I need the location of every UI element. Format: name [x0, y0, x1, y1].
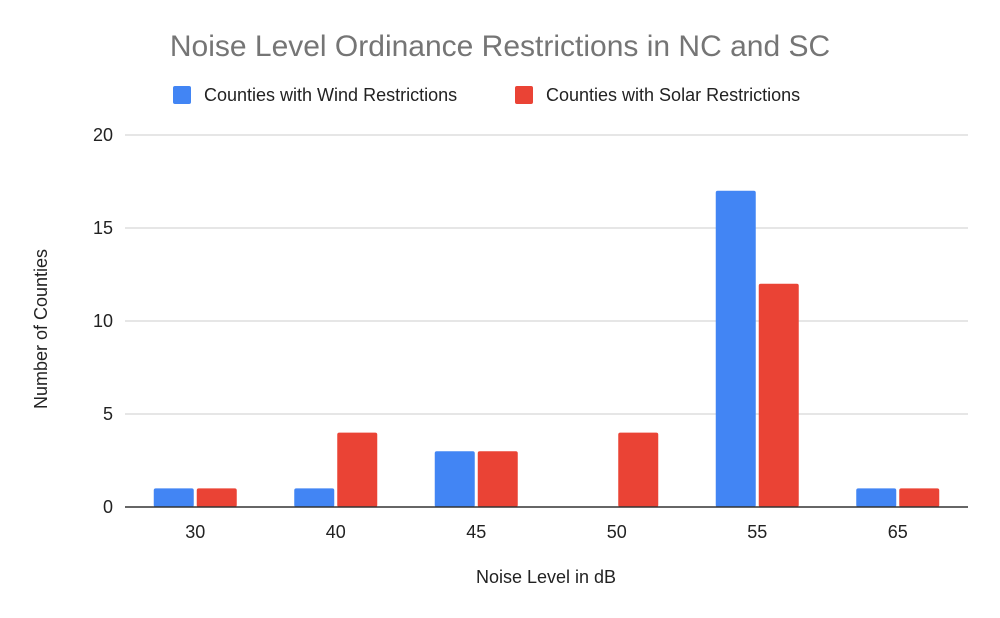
legend-item-wind: Counties with Wind Restrictions — [173, 85, 457, 105]
legend: Counties with Wind Restrictions Counties… — [173, 85, 800, 105]
bar-solar-50 — [618, 432, 659, 507]
bar-wind-65 — [856, 488, 897, 507]
bar-solar-55 — [758, 283, 799, 507]
chart-title: Noise Level Ordinance Restrictions in NC… — [170, 30, 830, 63]
bars — [153, 190, 940, 508]
y-tick-label: 20 — [93, 125, 113, 145]
legend-label-wind: Counties with Wind Restrictions — [204, 85, 457, 105]
x-tick-label: 55 — [747, 522, 767, 542]
legend-swatch-solar — [515, 86, 533, 104]
x-axis-ticks: 30 40 45 50 55 65 — [185, 522, 908, 542]
x-tick-label: 65 — [888, 522, 908, 542]
y-tick-label: 15 — [93, 218, 113, 238]
bar-wind-45 — [434, 451, 475, 507]
x-tick-label: 30 — [185, 522, 205, 542]
x-tick-label: 45 — [466, 522, 486, 542]
x-tick-label: 50 — [607, 522, 627, 542]
y-axis-ticks: 0 5 10 15 20 — [93, 125, 113, 517]
y-tick-label: 10 — [93, 311, 113, 331]
x-tick-label: 40 — [326, 522, 346, 542]
y-tick-label: 5 — [103, 404, 113, 424]
bar-wind-55 — [715, 190, 756, 508]
legend-label-solar: Counties with Solar Restrictions — [546, 85, 800, 105]
gridlines — [125, 134, 968, 415]
bar-wind-30 — [153, 488, 194, 507]
bar-solar-65 — [899, 488, 940, 507]
legend-item-solar: Counties with Solar Restrictions — [515, 85, 800, 105]
bar-wind-40 — [294, 488, 335, 507]
bar-solar-40 — [337, 432, 378, 507]
bar-solar-45 — [477, 451, 518, 507]
y-tick-label: 0 — [103, 497, 113, 517]
x-axis-title: Noise Level in dB — [476, 567, 616, 587]
legend-swatch-wind — [173, 86, 191, 104]
bar-solar-30 — [196, 488, 237, 507]
y-axis-title: Number of Counties — [31, 249, 51, 409]
